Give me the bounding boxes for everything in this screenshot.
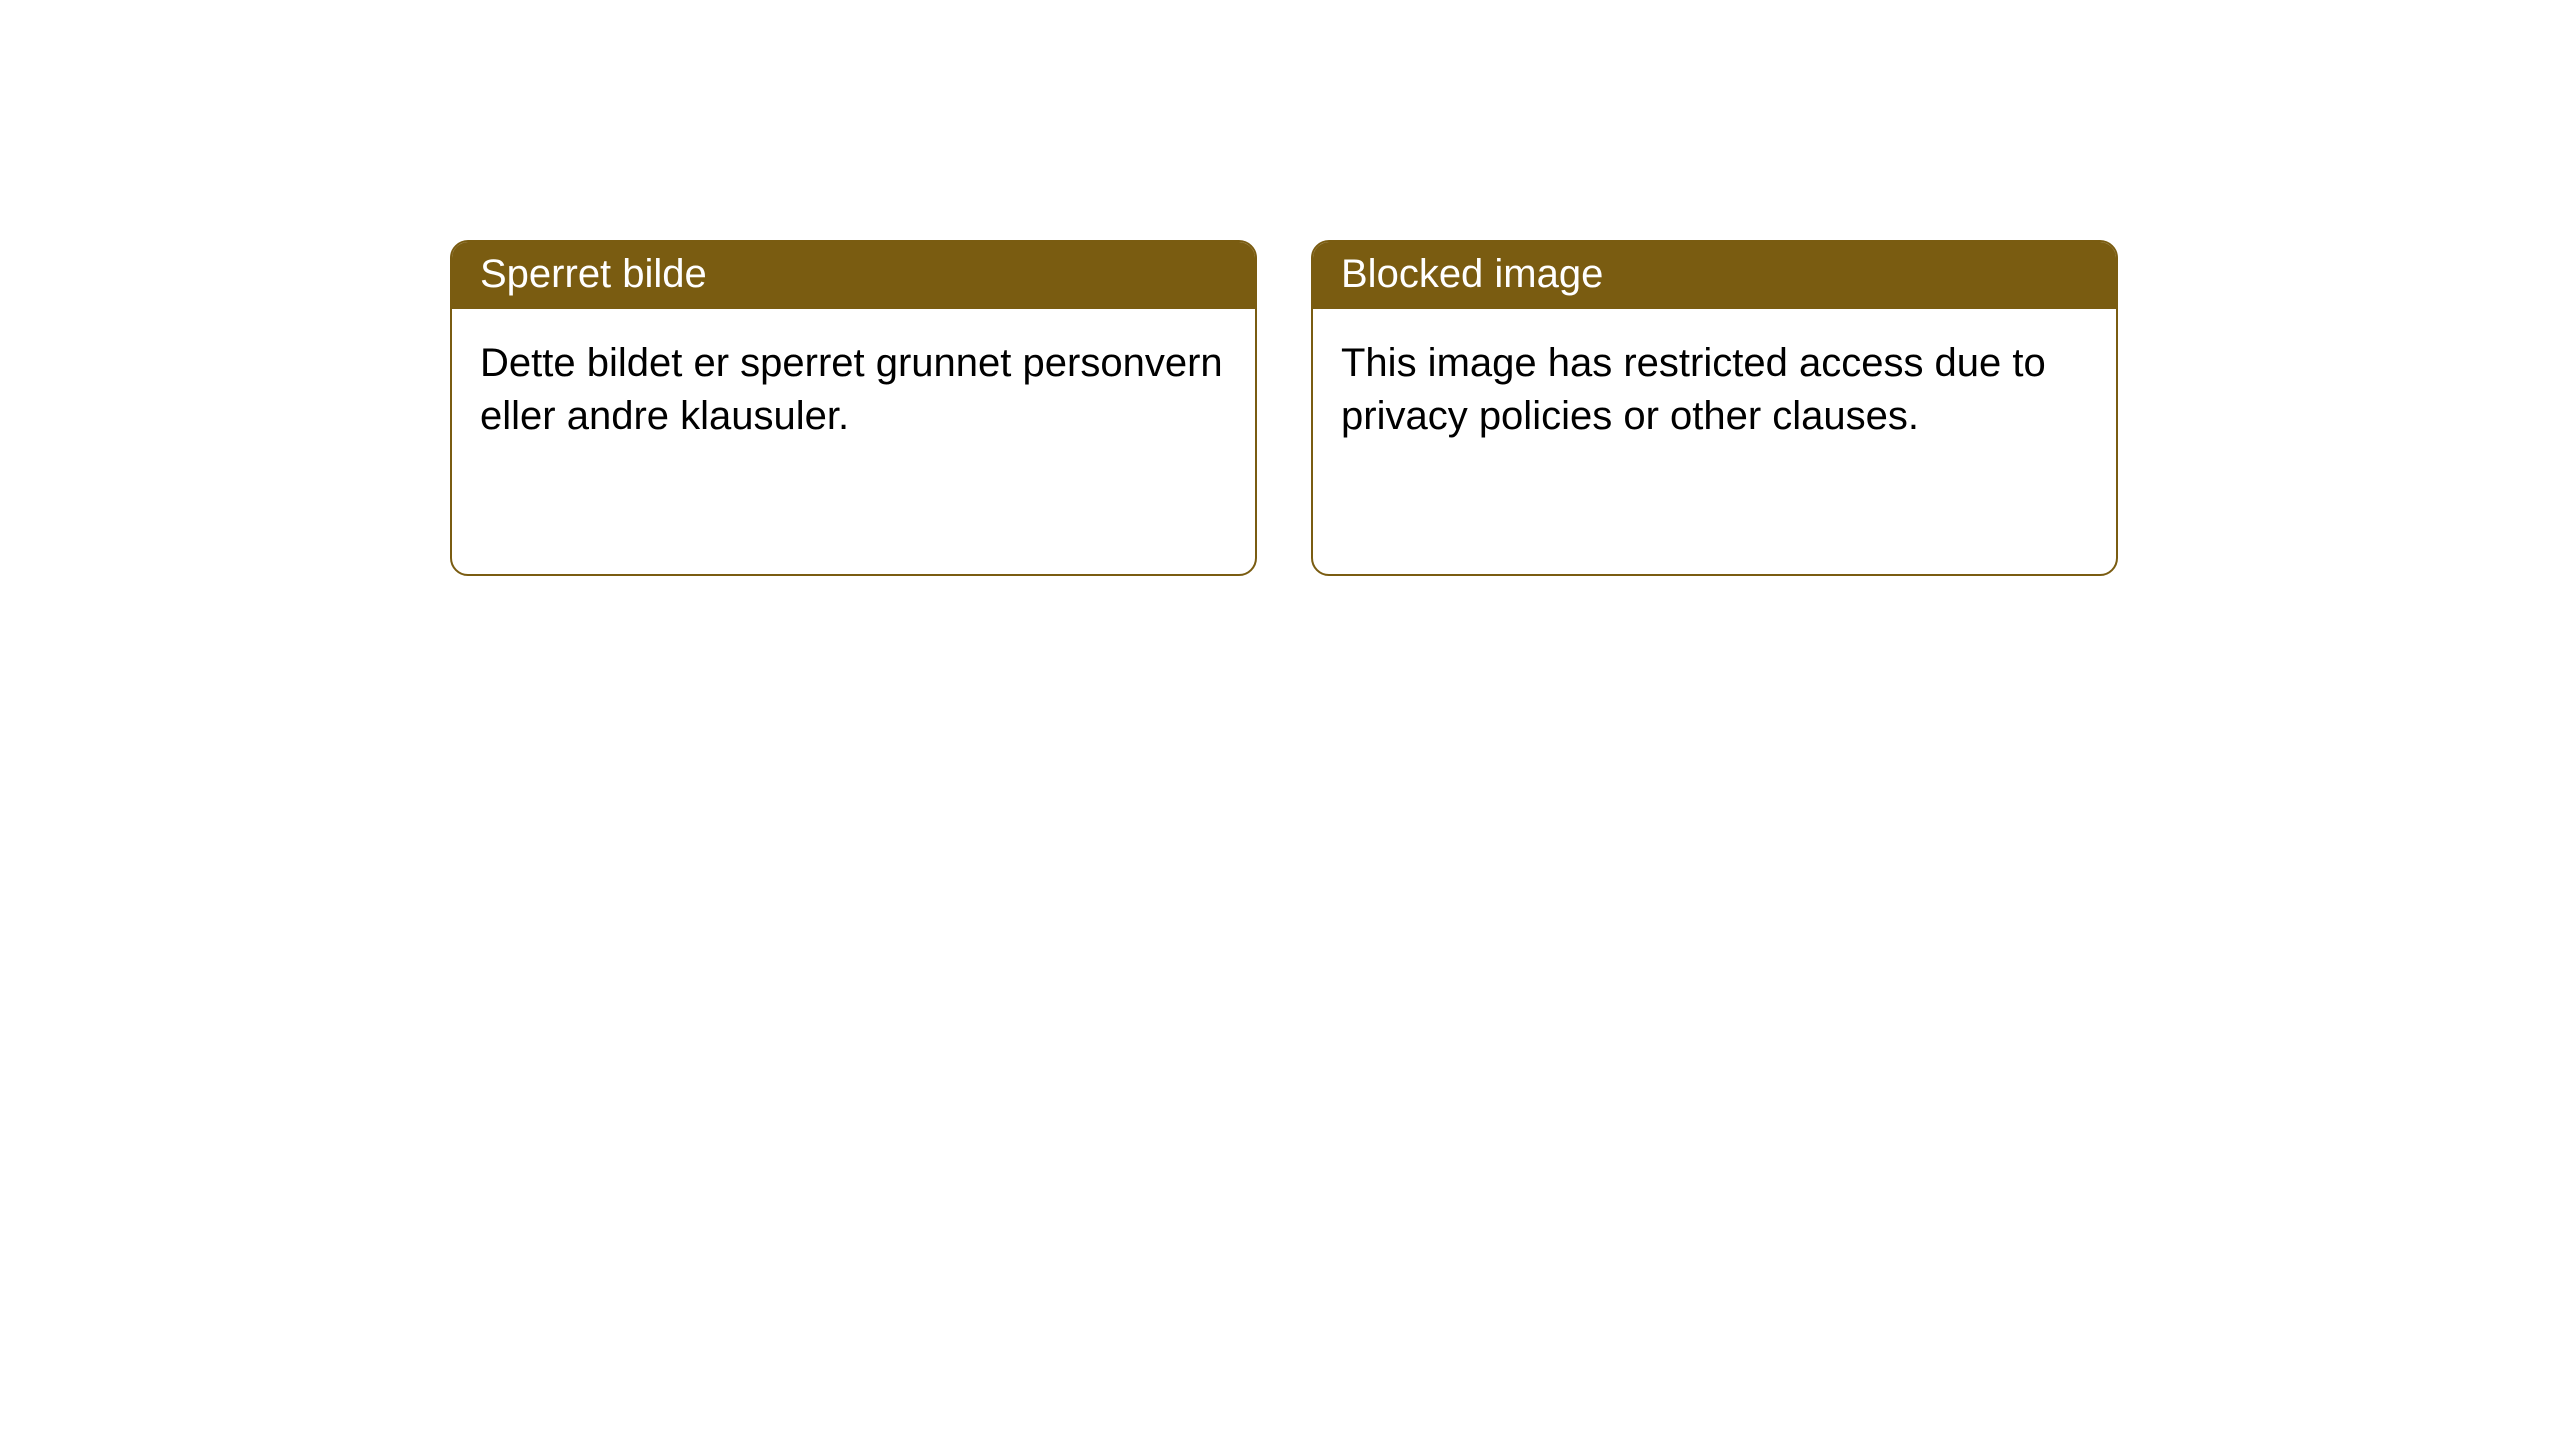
notice-card-english: Blocked image This image has restricted …: [1311, 240, 2118, 576]
notice-card-norwegian: Sperret bilde Dette bildet er sperret gr…: [450, 240, 1257, 576]
notice-container: Sperret bilde Dette bildet er sperret gr…: [0, 0, 2560, 576]
notice-title: Blocked image: [1313, 242, 2116, 309]
notice-body: This image has restricted access due to …: [1313, 309, 2116, 471]
notice-title: Sperret bilde: [452, 242, 1255, 309]
notice-body: Dette bildet er sperret grunnet personve…: [452, 309, 1255, 471]
